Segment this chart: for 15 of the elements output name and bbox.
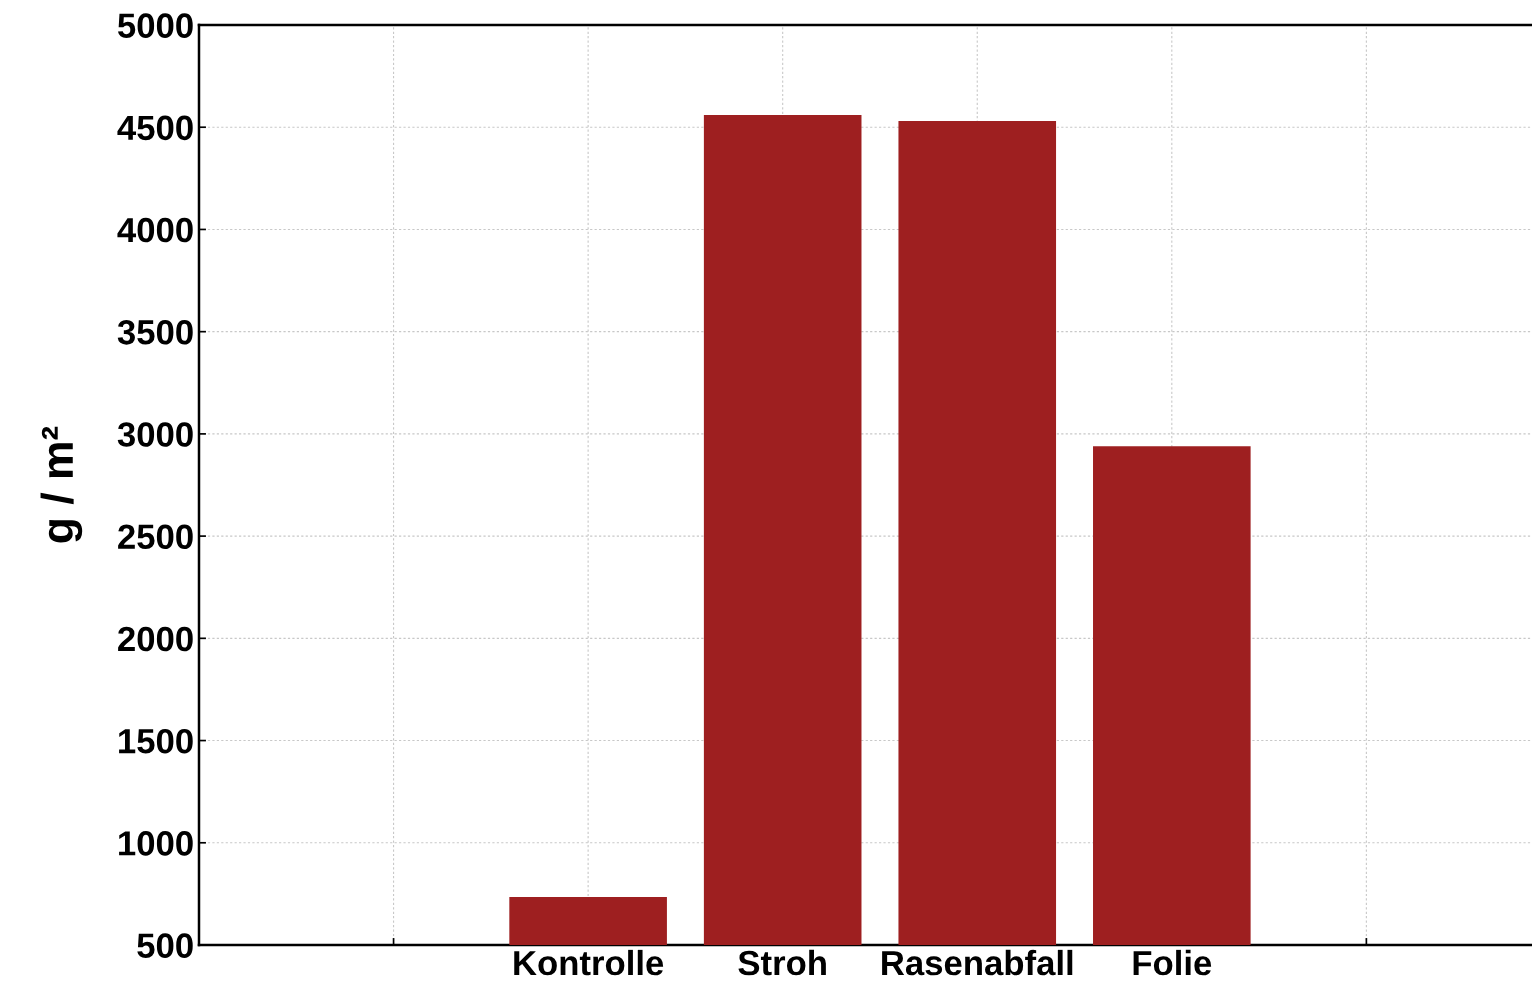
x-tick-label: Folie [1133, 949, 1212, 976]
y-tick-label: 3500 [117, 320, 193, 345]
y-tick-label: 3000 [117, 422, 193, 447]
y-tick-label: 1500 [119, 728, 193, 754]
y-axis-title: g / m² [40, 426, 83, 543]
x-tick-label: Kontrolle [514, 949, 664, 976]
y-tick-label: 4000 [117, 217, 193, 243]
y-tick-label: 500 [137, 933, 193, 958]
x-tick-label: Rasenabfall [882, 949, 1073, 976]
y-tick-label: 2500 [118, 524, 193, 550]
y-tick-label: 1000 [119, 831, 193, 856]
y-tick-label: 5000 [117, 13, 193, 38]
y-tick-label: 2000 [118, 626, 193, 652]
y-tick-label: 4500 [117, 115, 193, 141]
x-tick-label: Stroh [738, 949, 826, 976]
